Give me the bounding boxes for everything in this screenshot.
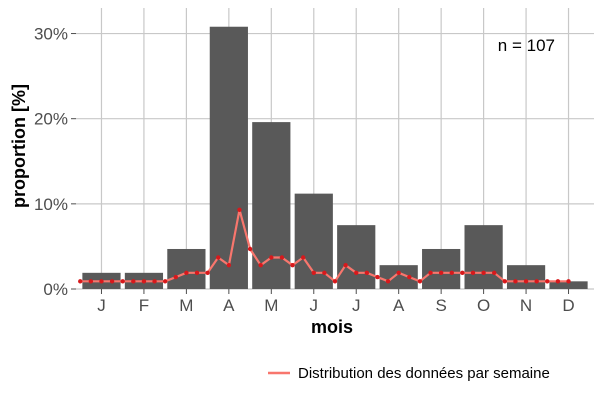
y-tick-label: 20% — [34, 110, 68, 129]
series-point — [216, 255, 221, 260]
y-tick-label: 0% — [43, 280, 68, 299]
x-axis-title: mois — [311, 317, 353, 337]
series-point — [269, 255, 274, 260]
x-tick-label: A — [223, 296, 235, 315]
series-point — [449, 270, 454, 276]
y-axis-ticks: 0% 10% 20% 30% — [34, 25, 76, 299]
series-point — [120, 279, 125, 284]
series-point — [343, 262, 348, 268]
series-point — [364, 270, 370, 276]
series-point — [109, 279, 115, 284]
series-point — [290, 262, 295, 268]
series-point — [322, 270, 327, 276]
bar — [252, 122, 291, 289]
series-point — [279, 255, 285, 260]
bar — [506, 265, 546, 289]
series-point — [226, 262, 232, 268]
x-tick-label: J — [97, 296, 106, 315]
series-point — [470, 270, 476, 276]
series-point — [162, 279, 168, 284]
x-tick-label: A — [393, 296, 405, 315]
weekly-distribution-line — [78, 207, 571, 284]
legend: Distribution des données par semaine — [268, 365, 550, 382]
series-point — [205, 270, 210, 276]
x-tick-label: J — [352, 296, 361, 315]
bar — [337, 225, 376, 289]
y-tick-label: 30% — [34, 25, 68, 44]
series-point — [523, 279, 529, 284]
series-point — [407, 274, 412, 280]
series-point — [428, 270, 433, 276]
series-point — [258, 262, 263, 268]
series-point — [173, 274, 178, 280]
bar — [422, 248, 461, 289]
x-tick-label: M — [264, 296, 278, 315]
bar — [464, 225, 503, 289]
series-point — [481, 270, 486, 276]
series-point — [247, 246, 253, 252]
series-point — [438, 270, 444, 276]
series-point — [152, 279, 157, 284]
series-point — [141, 279, 147, 284]
x-tick-label: N — [520, 296, 532, 315]
y-tick-label: 10% — [34, 195, 68, 214]
series-point — [555, 279, 561, 284]
x-tick-label: O — [477, 296, 490, 315]
series-point — [375, 274, 380, 280]
series-point — [534, 279, 539, 284]
series-point — [460, 270, 465, 276]
series-point — [566, 279, 571, 284]
series-point — [131, 279, 136, 284]
series-point — [88, 279, 94, 284]
series-point — [311, 270, 316, 276]
series-point — [332, 279, 338, 284]
series-point — [513, 279, 518, 284]
series-point — [184, 270, 189, 276]
series-point — [300, 255, 306, 260]
series-point — [78, 279, 83, 284]
x-tick-label: D — [562, 296, 574, 315]
bar — [167, 248, 206, 289]
x-tick-label: M — [179, 296, 193, 315]
series-point — [545, 279, 550, 284]
legend-label: Distribution des données par semaine — [298, 365, 550, 382]
series-point — [194, 270, 200, 276]
series-point — [237, 207, 242, 213]
x-tick-label: S — [435, 296, 446, 315]
sample-size-annotation: n = 107 — [498, 36, 555, 55]
series-point — [396, 270, 401, 276]
x-tick-label: F — [139, 296, 149, 315]
series-point — [354, 270, 359, 276]
series-point — [385, 279, 391, 284]
series-point — [502, 279, 508, 284]
series-point — [417, 279, 423, 284]
x-tick-label: J — [310, 296, 319, 315]
series-point — [99, 279, 104, 284]
bar — [209, 26, 248, 289]
y-axis-title: proportion [%] — [9, 84, 29, 208]
bars — [82, 26, 588, 289]
bar — [549, 281, 588, 289]
series-point — [492, 270, 497, 276]
